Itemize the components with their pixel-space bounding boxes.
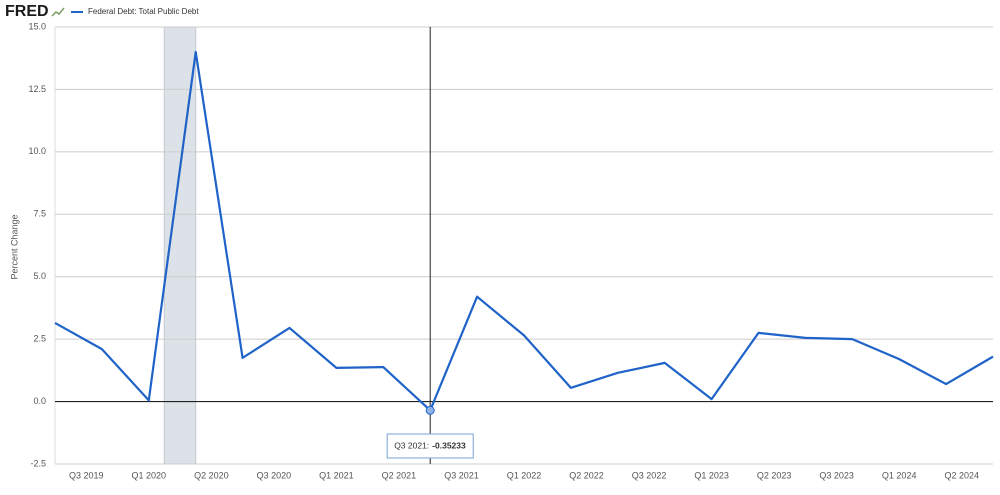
y-tick-label: 2.5	[33, 334, 46, 344]
x-tick-label: Q2 2021	[382, 470, 417, 480]
y-axis-label: Percent Change	[9, 214, 19, 279]
x-tick-label: Q3 2023	[819, 470, 854, 480]
x-tick-label: Q1 2021	[319, 470, 354, 480]
y-tick-label: 5.0	[33, 271, 46, 281]
legend-label: Federal Debt: Total Public Debt	[88, 7, 199, 16]
y-tick-label: 12.5	[28, 84, 46, 94]
x-tick-label: Q3 2020	[257, 470, 292, 480]
x-tick-label: Q2 2020	[194, 470, 229, 480]
hover-point	[425, 405, 435, 415]
y-tick-label: 10.0	[28, 146, 46, 156]
x-tick-label: Q2 2024	[944, 470, 979, 480]
logo-icon	[51, 7, 65, 17]
x-tick-label: Q1 2022	[507, 470, 542, 480]
x-tick-label: Q2 2023	[757, 470, 792, 480]
data-line	[54, 50, 994, 412]
x-tick-label: Q1 2023	[694, 470, 729, 480]
x-tick-label: Q2 2022	[569, 470, 604, 480]
x-tick-label: Q3 2019	[69, 470, 104, 480]
tooltip-label: Q3 2021:	[394, 440, 429, 450]
x-tick-label: Q1 2020	[132, 470, 167, 480]
x-tick-label: Q3 2022	[632, 470, 667, 480]
y-tick-label: 7.5	[33, 209, 46, 219]
logo: FRED	[5, 3, 49, 20]
y-tick-label: -2.5	[30, 458, 46, 468]
y-tick-label: 0.0	[33, 396, 46, 406]
y-tick-label: 15.0	[28, 21, 46, 31]
tooltip-box	[386, 433, 474, 459]
x-tick-label: Q1 2024	[882, 470, 917, 480]
tooltip-value: -0.35233	[432, 440, 466, 450]
x-tick-label: Q3 2021	[444, 470, 479, 480]
